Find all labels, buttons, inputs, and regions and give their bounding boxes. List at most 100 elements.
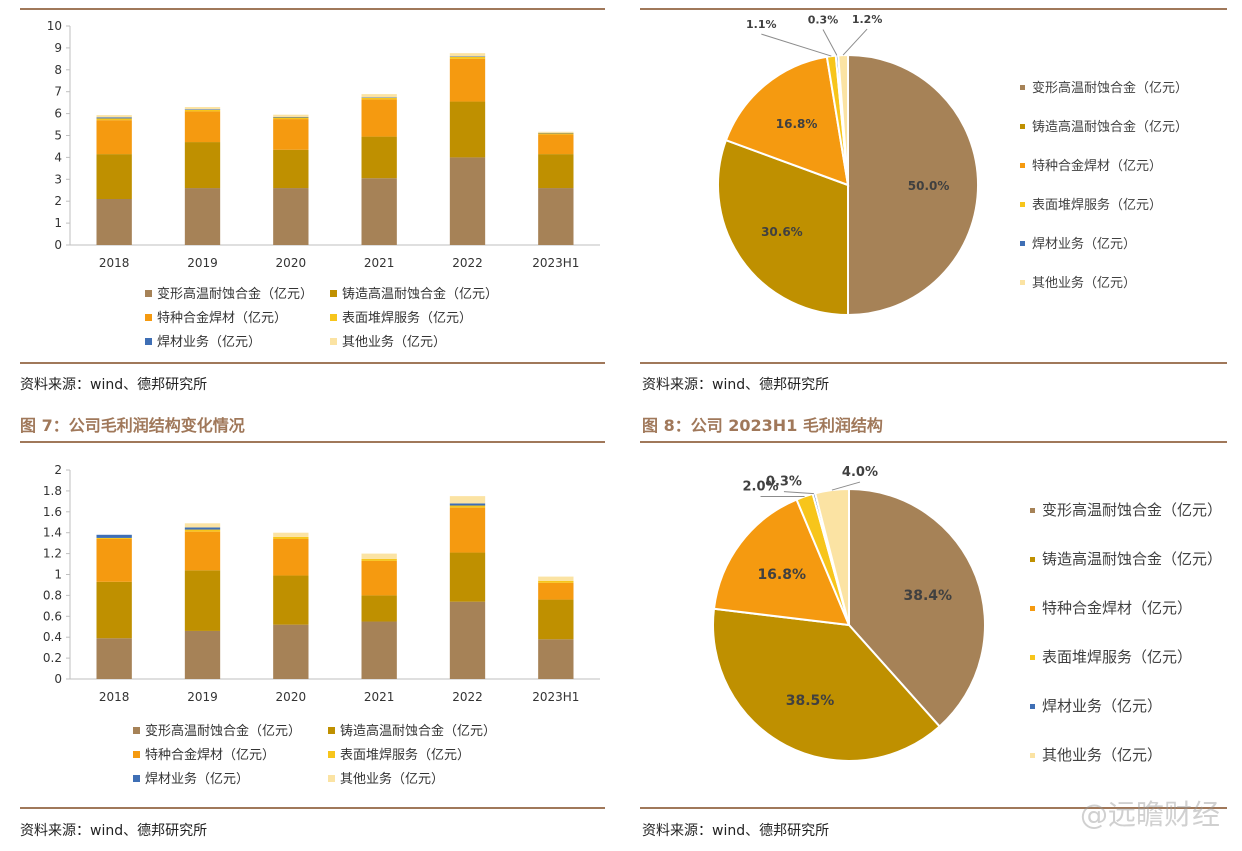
legend-label: 特种合金焊材（亿元） [157, 310, 287, 326]
pie-slice [717, 138, 849, 317]
x-tick-label: 2021 [364, 690, 395, 704]
legend-swatch [328, 775, 335, 782]
bar-segment [184, 107, 221, 110]
legend-label: 特种合金焊材（亿元） [1032, 158, 1162, 174]
pie-leader-line [822, 29, 838, 56]
legend-label: 铸造高温耐蚀合金（亿元） [1042, 550, 1222, 568]
bar-segment [361, 136, 397, 179]
bar-segment [449, 601, 486, 679]
bar-segment [96, 120, 132, 155]
chart4-source: 资料来源：wind、德邦研究所 [642, 823, 830, 839]
x-tick-label: 2022 [452, 256, 483, 270]
bar-segment [184, 111, 221, 143]
legend-label: 变形高温耐蚀合金（亿元） [1042, 501, 1222, 519]
legend-label: 其他业务（亿元） [340, 771, 444, 787]
revenue-structure-2023h1-pie-chart: 50.0% 30.6% 16.8% 1.1% 0.3% 1.2% 变形高温耐蚀合金（亿元） 铸… [717, 13, 1188, 317]
bar-segment [273, 149, 309, 189]
bar-segment [96, 117, 132, 119]
legend-label: 表面堆焊服务（亿元） [1032, 197, 1162, 213]
bar-segment [538, 133, 574, 135]
legend-swatch [328, 727, 335, 734]
pie-value-label: 50.0% [908, 179, 950, 193]
bar-segment [538, 154, 574, 189]
bar-segment [361, 595, 397, 622]
bar-segment [184, 529, 221, 532]
pie-value-label: 4.0% [842, 465, 878, 480]
bar-segment [449, 505, 486, 508]
y-tick-label: 7 [54, 85, 62, 99]
bar-segment [184, 570, 221, 631]
top-right-rule [640, 8, 1227, 10]
legend-swatch [1020, 241, 1025, 246]
bar-segment [538, 576, 574, 581]
pie-value-label: 16.8% [776, 117, 818, 131]
legend-swatch [1020, 163, 1025, 168]
bar-segment [449, 101, 486, 158]
bar-segment [184, 188, 221, 245]
bar-segment [184, 523, 221, 528]
legend-label: 其他业务（亿元） [1042, 746, 1162, 764]
bar-segment [273, 536, 309, 539]
chart1-source: 资料来源：wind、德邦研究所 [20, 377, 208, 393]
bar-segment [538, 134, 574, 155]
pie-value-label: 38.5% [786, 693, 835, 709]
pie-value-label: 0.3% [808, 13, 839, 26]
bar-segment [273, 538, 309, 576]
legend-swatch [145, 290, 152, 297]
x-tick-label: 2021 [364, 256, 395, 270]
legend-swatch [1020, 124, 1025, 129]
bar-segment [361, 560, 397, 596]
bar-segment [273, 532, 309, 537]
chart1-bottom-rule [20, 362, 605, 364]
bar-segment [538, 132, 574, 134]
pie-leader-line [783, 491, 814, 495]
legend-swatch [1030, 606, 1035, 611]
y-tick-label: 5 [54, 129, 62, 143]
pie-leader-line [842, 28, 868, 56]
x-tick-label: 2020 [276, 690, 307, 704]
pie-value-label: 2.0% [743, 479, 779, 494]
bar-segment [184, 531, 221, 571]
y-tick-label: 1 [54, 568, 62, 582]
top-left-rule [20, 8, 605, 10]
legend-label: 变形高温耐蚀合金（亿元） [145, 723, 301, 739]
gross-profit-2023h1-pie-chart: 38.4% 38.5% 16.8% 2.0%0.3% 4.0% 变形高温耐蚀合金（亿元） 铸… [712, 465, 1222, 764]
pie-slice [813, 487, 850, 626]
bar-segment [361, 178, 397, 245]
bar-segment [449, 496, 486, 504]
bar-segment [273, 624, 309, 679]
bar-segment [538, 131, 574, 133]
pie-leader-line [761, 33, 832, 57]
legend-swatch [330, 338, 337, 345]
bar-segment [184, 109, 221, 110]
y-tick-label: 10 [47, 19, 62, 33]
y-tick-label: 0 [54, 672, 62, 686]
bar-segment [96, 115, 132, 118]
legend-swatch [133, 775, 140, 782]
bar-segment [273, 188, 309, 245]
y-tick-label: 0.8 [43, 588, 62, 602]
bar-segment [184, 109, 221, 112]
pie-slice [712, 498, 851, 627]
bar-segment [273, 116, 309, 118]
bar-segment [96, 199, 132, 245]
y-tick-label: 0.4 [43, 630, 62, 644]
x-tick-label: 2023H1 [532, 256, 579, 270]
legend-label: 铸造高温耐蚀合金（亿元） [1032, 119, 1188, 135]
y-tick-label: 1.6 [43, 505, 62, 519]
legend-swatch [1030, 557, 1035, 562]
bar-segment [361, 97, 397, 98]
legend-label: 焊材业务（亿元） [157, 334, 261, 350]
chart3-bottom-rule [20, 807, 605, 809]
legend-label: 变形高温耐蚀合金（亿元） [1032, 80, 1188, 96]
legend-swatch [1030, 508, 1035, 513]
bar-segment [449, 157, 486, 245]
bar-segment [273, 575, 309, 625]
y-tick-label: 2 [54, 194, 62, 208]
legend-swatch [145, 338, 152, 345]
bar-segment [361, 99, 397, 137]
legend-swatch [1030, 753, 1035, 758]
bar-segment [184, 527, 221, 530]
revenue-structure-bar-chart: 0 1 2 3 4 5 6 7 8 9 10 2018 2019 2020 2021 2022 2023H1 变形… [47, 19, 600, 350]
legend-swatch [330, 314, 337, 321]
